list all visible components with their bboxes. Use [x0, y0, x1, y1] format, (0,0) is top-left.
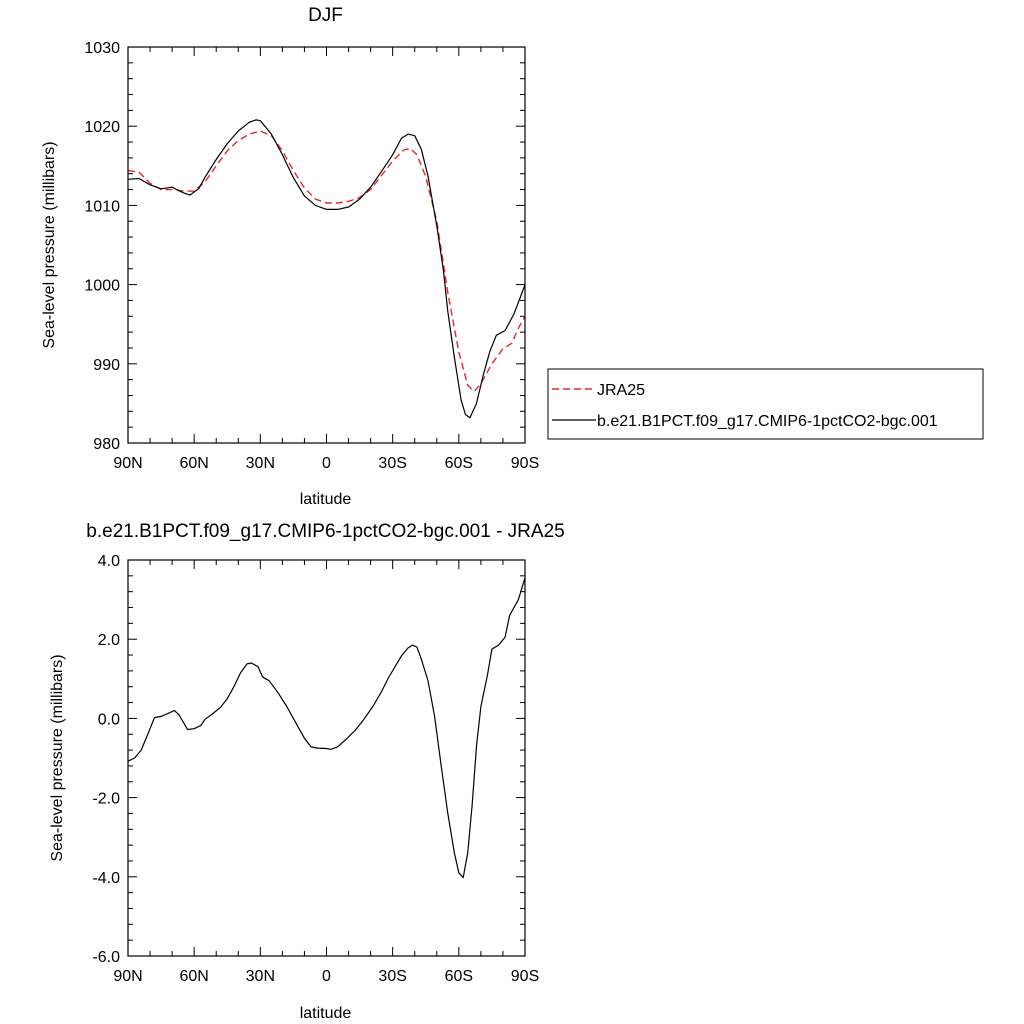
panel1-x-tick-label: 90N — [113, 455, 142, 472]
panel1-ticks: 90N 60N 30N 0 30S 60S 90S 980 990 1000 1010 1020 103… — [84, 40, 539, 472]
panel1-y-tick-label: 1020 — [84, 119, 120, 136]
panel2-y-tick-label: 0.0 — [98, 711, 120, 728]
panel2-x-tick-label: 0 — [322, 968, 331, 985]
panel1-series — [127, 119, 526, 419]
panel2-ticks: 90N 60N 30N 0 30S 60S 90S -6.0 -4.0 -2.0 0.0 2.0 4.0 — [92, 553, 539, 985]
panel2-x-tick-label: 30N — [246, 968, 275, 985]
panel1-x-tick-label: 90S — [511, 455, 539, 472]
panel1-x-tick-label: 30S — [378, 455, 406, 472]
panel1-x-tick-label: 60S — [445, 455, 473, 472]
panel2-y-tick-label: 4.0 — [98, 553, 120, 570]
panel1-y-axis-label: Sea-level pressure (millibars) — [41, 141, 58, 348]
panel2-x-tick-label: 90S — [511, 968, 539, 985]
legend-label-jra25: JRA25 — [597, 382, 645, 399]
panel2-y-tick-label: -6.0 — [92, 949, 120, 966]
legend: JRA25 b.e21.B1PCT.f09_g17.CMIP6-1pctCO2-… — [547, 368, 984, 440]
panel2-x-tick-label: 60S — [445, 968, 473, 985]
legend-label-model: b.e21.B1PCT.f09_g17.CMIP6-1pctCO2-bgc.00… — [597, 413, 938, 430]
panel1-y-tick-label: 980 — [93, 436, 120, 453]
panel1-y-tick-label: 1030 — [84, 40, 120, 57]
panel1-x-tick-label: 60N — [179, 455, 208, 472]
panel1-series-line-0 — [127, 130, 526, 393]
legend-box — [547, 368, 984, 440]
panel2-series — [127, 577, 526, 879]
panel2-y-axis-label: Sea-level pressure (millibars) — [49, 654, 66, 861]
panel2-y-tick-label: -4.0 — [92, 870, 120, 887]
panel2-x-tick-label: 90N — [113, 968, 142, 985]
panel1-y-tick-label: 1000 — [84, 278, 120, 295]
sea-level-pressure-panel: DJF 90N 60N 30N 0 30S 60S 90S 980 990 1000 1010 102… — [41, 5, 984, 508]
panel2-series-line-0 — [127, 577, 526, 879]
panel1-y-tick-label: 1010 — [84, 198, 120, 215]
panel1-x-tick-label: 0 — [322, 455, 331, 472]
panel1-series-line-1 — [127, 119, 526, 419]
panel2-x-axis-label: latitude — [300, 1005, 352, 1022]
panel1-y-tick-label: 990 — [93, 357, 120, 374]
panel2-plot-frame — [127, 559, 526, 957]
panel2-x-tick-label: 30S — [378, 968, 406, 985]
panel1-title: DJF — [308, 5, 343, 26]
panel2-y-tick-label: 2.0 — [98, 632, 120, 649]
panel1-x-tick-label: 30N — [246, 455, 275, 472]
difference-panel: b.e21.B1PCT.f09_g17.CMIP6-1pctCO2-bgc.00… — [49, 521, 565, 1022]
panel2-y-tick-label: -2.0 — [92, 791, 120, 808]
panel1-plot-frame — [127, 46, 526, 444]
panel2-title: b.e21.B1PCT.f09_g17.CMIP6-1pctCO2-bgc.00… — [86, 521, 564, 542]
panel2-x-tick-label: 60N — [179, 968, 208, 985]
panel1-x-axis-label: latitude — [300, 491, 352, 508]
